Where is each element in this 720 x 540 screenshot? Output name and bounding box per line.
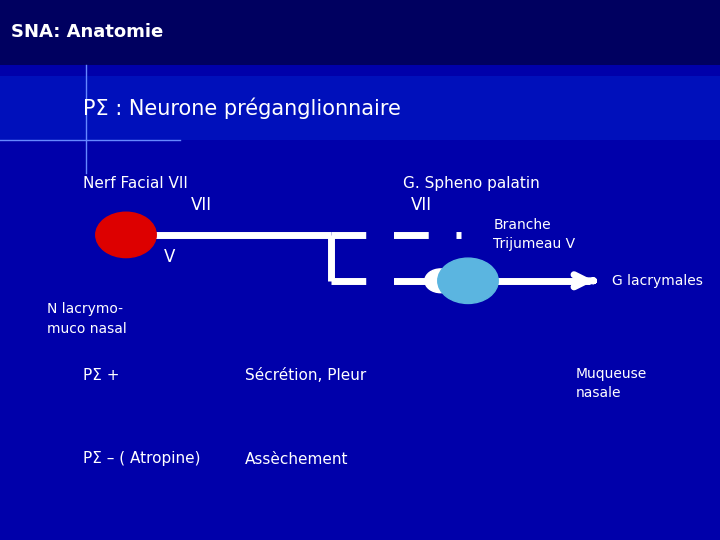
Text: VII: VII [410,196,432,214]
Text: N lacrymo-
muco nasal: N lacrymo- muco nasal [47,302,127,336]
Text: SNA: Anatomie: SNA: Anatomie [11,23,163,42]
Text: PΣ +: PΣ + [83,368,120,383]
Text: PΣ : Neurone préganglionnaire: PΣ : Neurone préganglionnaire [83,97,400,119]
Circle shape [425,269,456,293]
Circle shape [438,258,498,303]
FancyBboxPatch shape [0,0,720,65]
Text: Assèchement: Assèchement [245,451,348,467]
FancyBboxPatch shape [0,76,720,140]
Text: Sécrétion, Pleur: Sécrétion, Pleur [245,368,366,383]
Circle shape [96,212,156,258]
FancyBboxPatch shape [0,65,720,540]
Text: V: V [163,247,175,266]
Text: PΣ – ( Atropine): PΣ – ( Atropine) [83,451,200,467]
Text: G lacrymales: G lacrymales [612,274,703,288]
Text: Branche
Trijumeau V: Branche Trijumeau V [493,218,575,251]
Text: Nerf Facial VII: Nerf Facial VII [83,176,188,191]
Text: VII: VII [191,196,212,214]
Text: G. Spheno palatin: G. Spheno palatin [403,176,540,191]
Text: Muqueuse
nasale: Muqueuse nasale [576,367,647,400]
